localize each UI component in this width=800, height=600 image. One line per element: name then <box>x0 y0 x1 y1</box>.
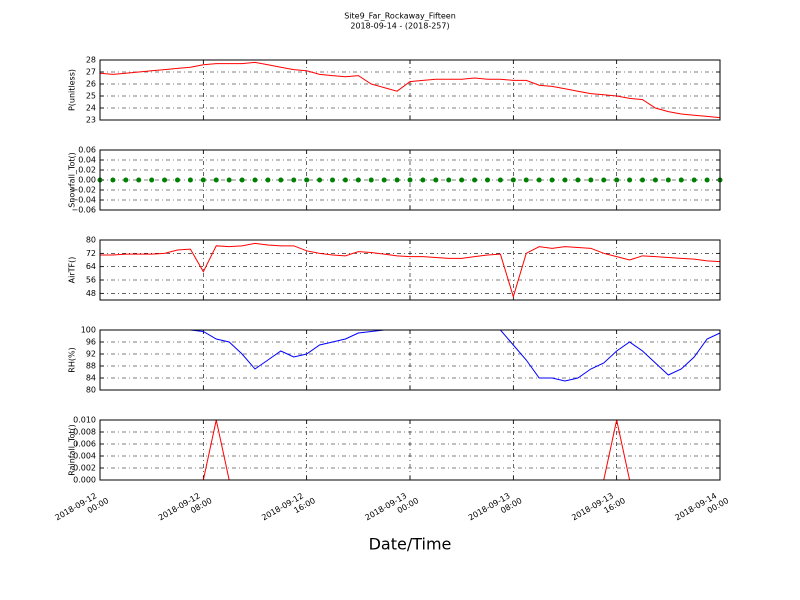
y-tick-label: 0.06 <box>78 146 96 155</box>
data-point <box>200 177 206 183</box>
data-point <box>278 177 284 183</box>
data-point <box>381 177 387 183</box>
plot-frame <box>99 239 721 301</box>
y-tick-label: 80 <box>86 386 96 395</box>
y-tick-label: 92 <box>86 350 96 359</box>
data-point <box>136 177 142 183</box>
y-tick-label: 25 <box>86 92 96 101</box>
data-point <box>330 177 335 183</box>
data-point <box>640 177 645 183</box>
y-axis-label: Snowfall_Tot() <box>68 152 77 208</box>
data-point <box>407 177 413 183</box>
y-tick-label: 28 <box>86 56 96 65</box>
data-point <box>149 177 155 183</box>
data-point <box>510 177 516 183</box>
y-axis-label: AirTF() <box>68 257 77 284</box>
data-point <box>265 177 271 183</box>
y-tick-label: 64 <box>86 262 96 271</box>
data-point <box>588 177 594 183</box>
y-tick-label: 72 <box>86 249 96 258</box>
plot-frame <box>99 149 721 211</box>
y-tick-label: 0.004 <box>73 452 96 461</box>
data-line <box>100 242 721 299</box>
data-point <box>110 177 116 183</box>
plot-frame <box>99 329 721 391</box>
data-point <box>601 177 607 183</box>
data-point <box>536 177 542 183</box>
data-point <box>627 177 633 183</box>
y-tick-label: −0.04 <box>71 196 96 205</box>
data-point <box>162 177 168 183</box>
y-tick-label: 100 <box>81 326 96 335</box>
data-point <box>187 177 193 183</box>
y-tick-label: 80 <box>86 236 96 245</box>
data-point <box>691 177 697 183</box>
data-point <box>252 177 258 183</box>
data-point <box>704 177 710 183</box>
plot-frame <box>99 419 721 481</box>
y-axis-label: RH(%) <box>68 347 77 372</box>
data-point <box>213 177 219 183</box>
y-tick-label: 84 <box>86 374 96 383</box>
data-point <box>342 177 348 183</box>
y-tick-label: −0.02 <box>71 186 96 195</box>
x-axis-label: Date/Time <box>369 535 452 554</box>
data-point <box>497 177 503 183</box>
y-tick-label: 48 <box>86 289 96 298</box>
data-point <box>394 177 400 183</box>
y-tick-label: 27 <box>86 68 96 77</box>
y-tick-label: 0.02 <box>78 166 96 175</box>
y-axis-label: Rainfall_Tot() <box>68 424 77 476</box>
data-point <box>678 177 684 183</box>
y-tick-label: 88 <box>86 362 96 371</box>
data-point <box>291 177 297 183</box>
chart-subtitle: 2018-09-14 - (2018-257) <box>350 22 449 31</box>
data-point <box>226 177 232 183</box>
data-point <box>239 177 245 183</box>
data-point <box>175 177 180 183</box>
y-tick-label: 0.00 <box>78 176 96 185</box>
y-tick-label: −0.06 <box>71 206 96 215</box>
data-point <box>304 177 310 183</box>
y-tick-label: 24 <box>86 104 96 113</box>
data-line <box>99 61 721 119</box>
data-point <box>433 177 439 183</box>
data-point <box>123 177 129 183</box>
data-point <box>446 177 452 183</box>
plot-frame <box>99 59 721 121</box>
y-tick-label: 0.010 <box>73 416 96 425</box>
data-point <box>614 177 620 183</box>
data-point <box>485 177 490 183</box>
y-axis-label: P(unitless) <box>68 69 77 111</box>
y-tick-label: 26 <box>86 80 96 89</box>
y-tick-label: 0.04 <box>78 156 96 165</box>
data-point <box>459 177 465 183</box>
y-tick-label: 23 <box>86 116 96 125</box>
data-point <box>317 177 323 183</box>
y-tick-label: 0.002 <box>73 464 96 473</box>
data-point <box>549 177 555 183</box>
data-point <box>472 177 478 183</box>
data-point <box>575 177 581 183</box>
data-point <box>562 177 568 183</box>
y-tick-label: 0.000 <box>73 476 96 485</box>
data-point <box>420 177 426 183</box>
data-point <box>665 177 671 183</box>
y-tick-label: 96 <box>86 338 96 347</box>
y-tick-label: 56 <box>86 276 96 285</box>
data-point <box>355 177 361 183</box>
data-point <box>368 177 374 183</box>
data-point <box>652 177 658 183</box>
data-point <box>523 177 529 183</box>
y-tick-label: 0.006 <box>73 440 96 449</box>
chart-title: Site9_Far_Rockaway_Fifteen <box>344 12 456 21</box>
y-tick-label: 0.008 <box>73 428 96 437</box>
